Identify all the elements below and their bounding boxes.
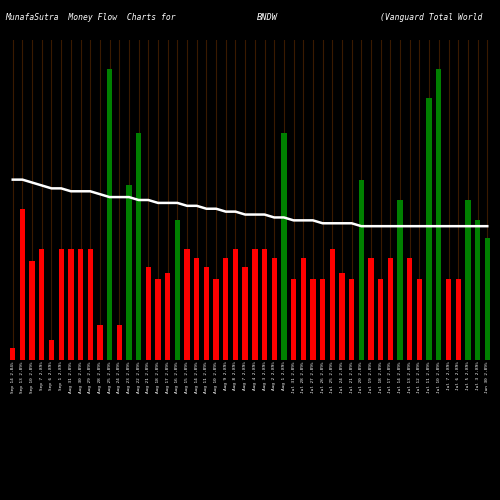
Bar [204,267,209,360]
Bar [465,200,470,360]
Bar [349,278,354,360]
Bar [340,272,344,360]
Bar [242,267,248,360]
Bar [10,348,16,360]
Bar [378,278,384,360]
Bar [68,250,73,360]
Bar [272,258,277,360]
Bar [320,278,326,360]
Bar [330,250,335,360]
Bar [417,278,422,360]
Bar [475,220,480,360]
Bar [78,250,83,360]
Text: BNDW: BNDW [257,12,278,22]
Text: (Vanguard Total World: (Vanguard Total World [380,12,482,22]
Bar [436,69,442,360]
Bar [165,272,170,360]
Bar [398,200,403,360]
Bar [281,133,286,360]
Bar [233,250,238,360]
Bar [223,258,228,360]
Bar [388,258,393,360]
Bar [49,340,54,360]
Bar [20,208,25,360]
Bar [426,98,432,360]
Bar [39,250,44,360]
Bar [146,267,151,360]
Bar [368,258,374,360]
Bar [107,69,112,360]
Bar [456,278,461,360]
Bar [300,258,306,360]
Bar [126,186,132,360]
Bar [291,278,296,360]
Bar [407,258,412,360]
Bar [184,250,190,360]
Bar [30,261,35,360]
Bar [174,220,180,360]
Bar [58,250,64,360]
Bar [310,278,316,360]
Bar [194,258,200,360]
Bar [214,278,219,360]
Bar [156,278,160,360]
Bar [116,325,122,360]
Bar [484,238,490,360]
Bar [97,325,102,360]
Text: MunafaSutra  Money Flow  Charts for: MunafaSutra Money Flow Charts for [5,12,175,22]
Bar [262,250,267,360]
Bar [252,250,258,360]
Bar [88,250,93,360]
Bar [446,278,451,360]
Bar [358,180,364,360]
Bar [136,133,141,360]
